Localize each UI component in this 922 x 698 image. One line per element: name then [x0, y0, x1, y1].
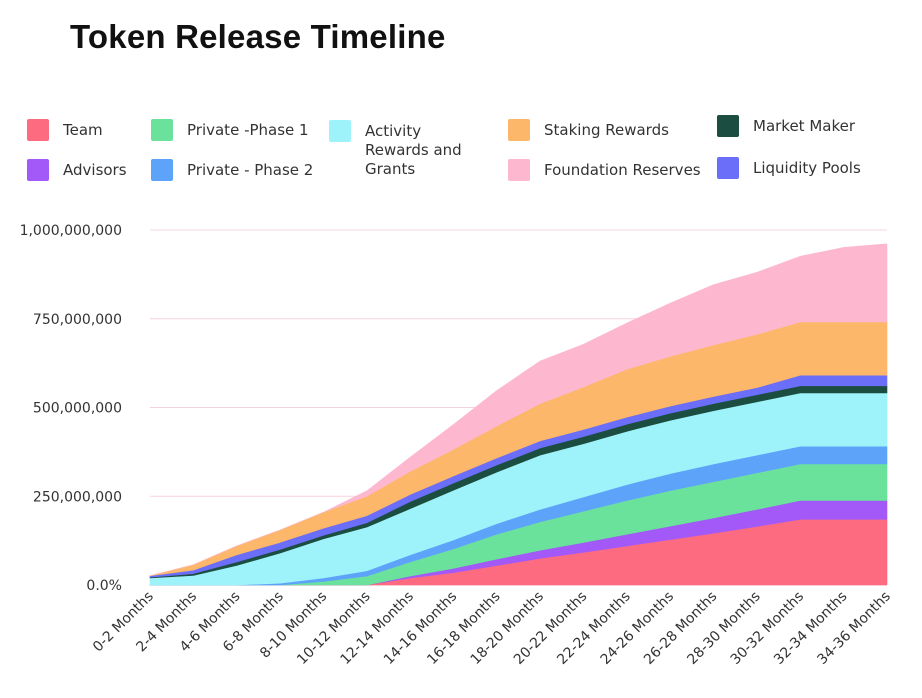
legend-item-market-maker[interactable]: Market Maker	[717, 115, 856, 137]
legend-item-team[interactable]: Team	[27, 119, 103, 141]
chart-title: Token Release Timeline	[70, 18, 446, 55]
legend-label: Market Maker	[753, 117, 856, 135]
legend-item-liquidity-pools[interactable]: Liquidity Pools	[717, 157, 861, 179]
legend-item-advisors[interactable]: Advisors	[27, 159, 127, 181]
legend-item-private-phase-1[interactable]: Private -Phase 1	[151, 119, 309, 141]
legend-swatch	[27, 159, 49, 181]
legend-item-activity-rewards[interactable]: Activity Rewards and Grants	[329, 120, 489, 179]
legend-label: Staking Rewards	[544, 121, 669, 139]
y-tick-label: 1,000,000,000	[20, 223, 122, 239]
legend-label: Foundation Reserves	[544, 161, 701, 179]
y-tick-label: 0.0%	[86, 578, 122, 594]
legend-swatch	[151, 119, 173, 141]
legend-swatch	[151, 159, 173, 181]
area-foundation-reserves[interactable]	[149, 243, 888, 577]
legend-label: Team	[63, 121, 103, 139]
legend-label: Private - Phase 2	[187, 161, 314, 179]
legend-swatch	[508, 119, 530, 141]
legend-item-foundation-reserves[interactable]: Foundation Reserves	[508, 159, 701, 181]
y-tick-label: 750,000,000	[33, 312, 122, 328]
legend-swatch	[508, 159, 530, 181]
legend-swatch	[717, 115, 739, 137]
legend-swatch	[27, 119, 49, 141]
legend-label: Activity Rewards and Grants	[365, 122, 462, 178]
legend-label: Advisors	[63, 161, 127, 179]
y-tick-label: 250,000,000	[33, 489, 122, 505]
y-tick-label: 500,000,000	[33, 401, 122, 417]
legend-label: Liquidity Pools	[753, 159, 861, 177]
y-axis: 0.0% 250,000,000 500,000,000 750,000,000 1,0…	[20, 223, 122, 594]
area-series-group	[149, 243, 888, 586]
legend-swatch	[717, 157, 739, 179]
legend-swatch	[329, 120, 351, 142]
legend-item-staking-rewards[interactable]: Staking Rewards	[508, 119, 669, 141]
legend-item-private-phase-2[interactable]: Private - Phase 2	[151, 159, 314, 181]
legend-label: Private -Phase 1	[187, 121, 309, 139]
